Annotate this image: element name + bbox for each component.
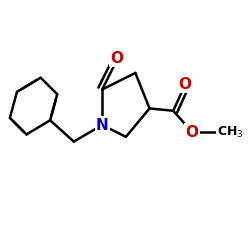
Text: CH$_3$: CH$_3$ — [217, 124, 244, 140]
Text: O: O — [186, 124, 199, 140]
Text: O: O — [178, 77, 192, 92]
Text: O: O — [110, 51, 123, 66]
Text: N: N — [96, 118, 108, 132]
